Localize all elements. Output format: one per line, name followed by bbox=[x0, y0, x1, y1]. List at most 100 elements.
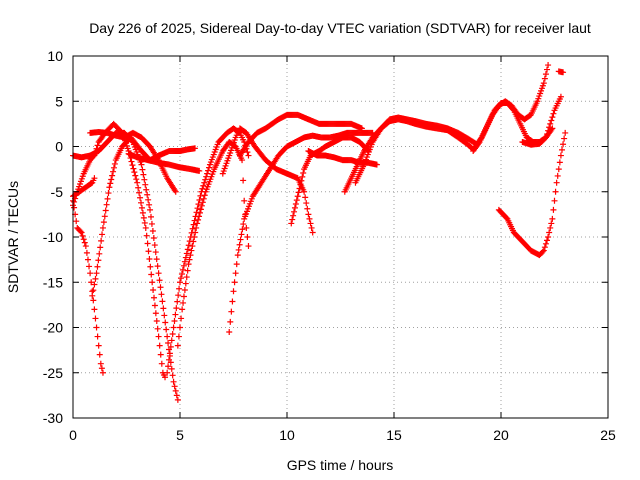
data-point bbox=[556, 159, 563, 166]
data-point bbox=[169, 330, 176, 337]
data-point bbox=[192, 229, 199, 236]
data-point bbox=[194, 220, 201, 227]
data-point bbox=[167, 343, 174, 350]
data-point bbox=[99, 231, 106, 238]
data-point bbox=[157, 284, 164, 291]
data-point bbox=[552, 188, 559, 195]
data-point bbox=[184, 246, 191, 253]
data-point bbox=[239, 157, 246, 164]
data-point bbox=[176, 285, 183, 292]
data-point bbox=[294, 193, 301, 200]
data-point bbox=[544, 66, 551, 73]
data-point bbox=[162, 374, 169, 381]
data-point bbox=[159, 298, 166, 305]
data-point bbox=[180, 299, 187, 306]
data-point bbox=[560, 141, 567, 148]
data-point bbox=[547, 224, 554, 231]
y-tick-label: 10 bbox=[47, 48, 63, 64]
data-point bbox=[97, 244, 104, 251]
y-tick-label: -10 bbox=[43, 229, 63, 245]
data-point bbox=[549, 114, 556, 121]
data-point bbox=[289, 216, 296, 223]
data-point bbox=[228, 308, 235, 315]
data-point bbox=[146, 255, 153, 262]
data-point bbox=[237, 236, 244, 243]
data-point bbox=[307, 220, 314, 227]
data-point bbox=[99, 224, 106, 231]
data-point bbox=[291, 208, 298, 215]
data-point bbox=[143, 232, 150, 239]
data-point bbox=[549, 215, 556, 222]
data-point bbox=[79, 232, 86, 239]
data-point bbox=[170, 378, 177, 385]
data-point bbox=[149, 227, 156, 234]
data-point bbox=[544, 237, 551, 244]
data-point bbox=[148, 271, 155, 278]
data-point bbox=[174, 298, 181, 305]
series-t12 bbox=[236, 111, 365, 159]
data-point bbox=[232, 270, 239, 277]
data-point bbox=[542, 71, 549, 78]
data-point bbox=[138, 161, 145, 168]
data-point bbox=[169, 372, 176, 379]
data-point bbox=[158, 360, 165, 367]
data-point bbox=[161, 312, 168, 319]
data-point bbox=[177, 279, 183, 286]
data-point bbox=[179, 306, 186, 313]
data-point bbox=[71, 198, 78, 205]
y-axis-label: SDTVAR / TECUs bbox=[5, 181, 21, 293]
data-point bbox=[558, 146, 565, 153]
data-point bbox=[226, 329, 233, 336]
data-point bbox=[99, 369, 106, 376]
series-t7 bbox=[125, 150, 203, 174]
data-point bbox=[172, 188, 179, 195]
x-tick-label: 15 bbox=[386, 427, 402, 443]
data-point bbox=[91, 306, 98, 313]
data-point bbox=[80, 236, 87, 243]
series-t14 bbox=[305, 148, 380, 168]
data-point bbox=[77, 228, 84, 235]
data-point bbox=[90, 287, 97, 294]
data-point bbox=[155, 270, 162, 277]
data-point bbox=[154, 325, 161, 332]
data-point bbox=[151, 242, 158, 249]
data-point bbox=[191, 145, 198, 152]
data-point bbox=[128, 158, 135, 165]
data-point bbox=[103, 201, 110, 208]
data-point bbox=[305, 211, 312, 218]
data-point bbox=[106, 184, 113, 191]
data-point bbox=[539, 248, 546, 255]
data-point bbox=[196, 209, 203, 216]
data-point bbox=[198, 202, 205, 209]
data-point bbox=[200, 195, 207, 202]
data-point bbox=[93, 270, 100, 277]
data-point bbox=[244, 149, 251, 156]
data-point bbox=[134, 179, 141, 186]
data-point bbox=[108, 176, 115, 183]
data-point bbox=[94, 263, 101, 270]
data-point bbox=[227, 318, 234, 325]
data-point bbox=[146, 201, 153, 208]
data-point bbox=[91, 175, 98, 182]
data-point bbox=[195, 201, 202, 208]
data-point bbox=[166, 350, 173, 357]
data-point bbox=[147, 206, 154, 213]
data-point bbox=[189, 225, 196, 232]
data-point bbox=[240, 221, 247, 228]
data-point bbox=[300, 170, 307, 177]
data-point bbox=[540, 247, 547, 254]
data-point bbox=[551, 197, 558, 204]
data-point bbox=[156, 277, 163, 284]
data-point bbox=[165, 340, 172, 347]
data-point bbox=[557, 152, 564, 159]
data-point bbox=[136, 189, 143, 196]
data-point bbox=[142, 224, 149, 231]
data-point bbox=[90, 297, 97, 304]
data-point bbox=[179, 266, 186, 273]
data-point bbox=[540, 80, 547, 87]
data-point bbox=[561, 135, 568, 142]
data-point bbox=[156, 342, 163, 349]
y-tick-label: 5 bbox=[55, 93, 63, 109]
data-point bbox=[182, 280, 189, 287]
data-point bbox=[196, 196, 203, 203]
